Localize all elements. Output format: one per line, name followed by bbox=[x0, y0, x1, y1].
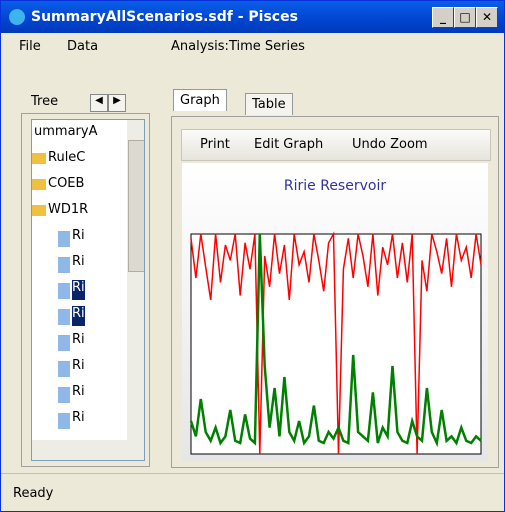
tree-icon bbox=[58, 309, 70, 325]
tree-item[interactable]: ummaryA bbox=[34, 124, 97, 144]
tree-tab[interactable]: Tree bbox=[25, 91, 64, 112]
tree-item[interactable]: COEB bbox=[48, 176, 84, 196]
toolbar: Print Edit Graph Undo Zoom bbox=[181, 129, 491, 161]
tree-item[interactable]: Ri bbox=[72, 358, 85, 378]
menu-item[interactable]: File bbox=[19, 39, 41, 54]
tree-item[interactable]: Ri bbox=[72, 228, 85, 248]
status-bar: Ready bbox=[1, 473, 504, 512]
tree-icon bbox=[58, 387, 70, 403]
menu-item[interactable]: Data bbox=[67, 39, 98, 54]
tree-item[interactable]: Ri bbox=[72, 254, 85, 274]
minimize-button[interactable]: _ bbox=[432, 7, 454, 28]
tree-item[interactable]: Ri bbox=[72, 384, 85, 404]
tree-icon bbox=[58, 283, 70, 299]
menu-item[interactable]: Analysis:Time Series bbox=[171, 39, 305, 54]
v-scrollbar bbox=[127, 120, 144, 440]
tree-icon bbox=[32, 205, 46, 216]
h-scrollbar bbox=[32, 440, 144, 460]
window: SummaryAllScenarios.sdf - Pisces _ □ ✕ F… bbox=[0, 0, 505, 512]
scroll-right[interactable]: ▶ bbox=[108, 94, 126, 112]
scroll-left[interactable]: ◀ bbox=[90, 94, 108, 112]
tree-item[interactable]: Ri bbox=[72, 410, 85, 430]
tab[interactable]: Graph bbox=[173, 89, 227, 111]
toolbar-button[interactable]: Edit Graph bbox=[254, 137, 323, 152]
close-button[interactable]: ✕ bbox=[476, 7, 498, 28]
tree-icon bbox=[58, 361, 70, 377]
tree-item[interactable]: Ri bbox=[72, 332, 85, 352]
tree-icon bbox=[32, 153, 46, 164]
tree-view: ummaryA RuleC COEB WD1R Ri Ri Ri Ri Ri Ri Ri Ri bbox=[31, 119, 145, 461]
toolbar-button[interactable]: Print bbox=[200, 137, 230, 152]
scroll-thumb[interactable] bbox=[128, 140, 145, 272]
title-bar: SummaryAllScenarios.sdf - Pisces _ □ ✕ bbox=[1, 1, 504, 33]
tree-icon bbox=[58, 413, 70, 429]
tree-icon bbox=[58, 231, 70, 247]
tree-item[interactable]: RuleC bbox=[48, 150, 85, 170]
toolbar-button[interactable]: Undo Zoom bbox=[352, 137, 428, 152]
tree-icon bbox=[58, 257, 70, 273]
chart-title: Ririe Reservoir bbox=[284, 178, 386, 194]
window-title: SummaryAllScenarios.sdf - Pisces bbox=[31, 9, 298, 25]
maximize-button[interactable]: □ bbox=[454, 7, 476, 28]
chart: Ririe Reservoir bbox=[182, 163, 488, 461]
tree-icon bbox=[58, 335, 70, 351]
status-text: Ready bbox=[13, 486, 53, 501]
tab[interactable]: Table bbox=[245, 93, 293, 115]
tree-item[interactable]: Ri bbox=[72, 306, 85, 326]
tree-item[interactable]: Ri bbox=[72, 280, 85, 300]
app-icon bbox=[9, 9, 25, 25]
tree-icon bbox=[32, 179, 46, 190]
tree-item[interactable]: WD1R bbox=[48, 202, 88, 222]
